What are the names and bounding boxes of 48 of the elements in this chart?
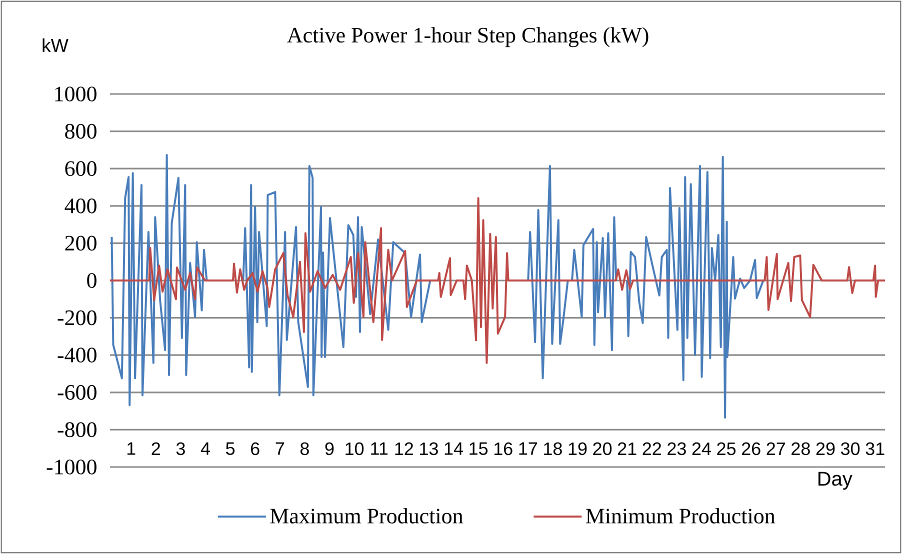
x-tick-label: 26 bbox=[742, 442, 760, 456]
x-tick-label: 5 bbox=[226, 442, 235, 455]
x-tick-label: 20 bbox=[593, 442, 612, 456]
y-tick-label: 200 bbox=[65, 236, 96, 251]
x-tick-label: 31 bbox=[866, 442, 884, 456]
chart-title: Active Power 1-hour Step Changes (kW) bbox=[287, 27, 648, 48]
x-tick-label: 21 bbox=[618, 442, 636, 455]
x-tick-label: 30 bbox=[840, 442, 860, 456]
x-tick-label: 3 bbox=[176, 442, 185, 456]
y-tick-label: -400 bbox=[58, 348, 96, 363]
y-tick-label: 600 bbox=[65, 161, 96, 176]
x-tick-label: 13 bbox=[420, 442, 438, 456]
x-tick-label: 16 bbox=[494, 442, 512, 456]
x-tick-label: 6 bbox=[251, 442, 260, 456]
x-tick-label: 28 bbox=[792, 442, 810, 456]
legend-label: Maximum Production bbox=[270, 508, 463, 524]
x-axis-title: Day bbox=[818, 472, 852, 490]
y-tick-label: -800 bbox=[58, 422, 96, 438]
x-tick-label: 23 bbox=[668, 442, 686, 456]
legend-label: Minimum Production bbox=[586, 508, 776, 524]
x-tick-label: 22 bbox=[642, 442, 662, 455]
y-tick-label: 1000 bbox=[55, 86, 96, 102]
x-tick-label: 2 bbox=[152, 442, 160, 455]
x-tick-label: 11 bbox=[371, 442, 388, 455]
x-tick-label: 18 bbox=[544, 442, 562, 456]
x-tick-label: 24 bbox=[692, 442, 711, 455]
x-tick-label: 15 bbox=[470, 442, 488, 455]
y-tick-label: -1000 bbox=[46, 460, 96, 474]
y-tick-label: 0 bbox=[87, 273, 96, 288]
y-tick-label: -600 bbox=[58, 384, 96, 400]
x-tick-label: 29 bbox=[816, 442, 835, 456]
x-tick-label: 12 bbox=[395, 442, 413, 455]
x-tick-label: 9 bbox=[325, 442, 334, 456]
x-tick-label: 17 bbox=[519, 442, 537, 455]
x-tick-label: 27 bbox=[766, 442, 786, 455]
x-tick-label: 10 bbox=[346, 442, 364, 456]
y-axis-title: kW bbox=[42, 38, 68, 52]
x-tick-label: 4 bbox=[200, 442, 210, 455]
x-tick-label: 7 bbox=[276, 442, 284, 455]
line-series bbox=[109, 197, 886, 364]
x-tick-label: 25 bbox=[717, 442, 736, 456]
x-tick-label: 8 bbox=[300, 442, 309, 456]
y-tick-label: -200 bbox=[58, 310, 96, 326]
y-tick-label: 400 bbox=[64, 198, 96, 214]
x-tick-label: 19 bbox=[568, 442, 587, 456]
x-tick-label: 14 bbox=[444, 442, 463, 455]
y-tick-label: 800 bbox=[65, 124, 96, 139]
x-tick-label: 1 bbox=[127, 442, 136, 455]
